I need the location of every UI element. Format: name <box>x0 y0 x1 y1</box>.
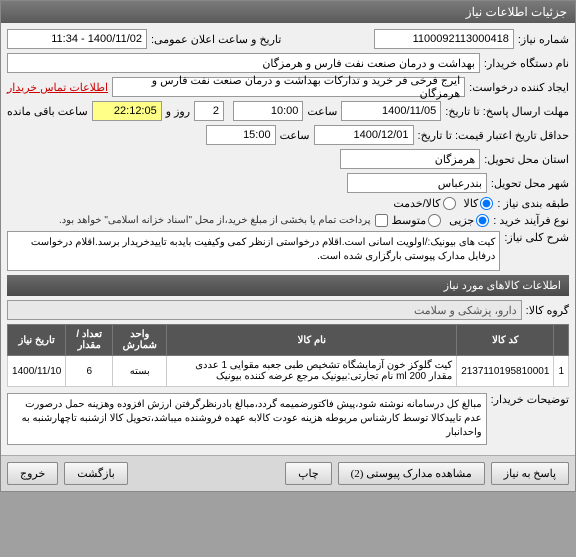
row-buyer-name: نام دستگاه خریدار: بهداشت و درمان صنعت ن… <box>7 53 569 73</box>
validity-date-field: 1400/12/01 <box>314 125 414 145</box>
exit-button[interactable]: خروج <box>7 462 58 485</box>
goods-section-header: اطلاعات کالاهای مورد نیاز <box>7 275 569 296</box>
window-titlebar: جزئیات اطلاعات نیاز <box>1 1 575 23</box>
send-time-field: 10:00 <box>233 101 303 121</box>
radio-goods-input[interactable] <box>480 197 493 210</box>
th-unit: واحد شمارش <box>113 325 167 356</box>
buyer-contact-link[interactable]: اطلاعات تماس خریدار <box>7 81 108 94</box>
days-field: 2 <box>194 101 224 121</box>
row-request-creator: ایجاد کننده درخواست: ایرج فرخی فر خرید و… <box>7 77 569 97</box>
row-goods-group: گروه کالا: دارو، پزشکی و سلامت <box>7 300 569 320</box>
payment-note-row: پرداخت تمام یا بخشی از مبلغ خرید،از محل … <box>59 214 388 227</box>
row-city: شهر محل تحویل: بندرعباس <box>7 173 569 193</box>
cell-date: 1400/11/10 <box>8 356 66 387</box>
th-idx <box>554 325 569 356</box>
radio-goods[interactable]: کالا <box>464 197 494 210</box>
details-window: جزئیات اطلاعات نیاز شماره نیاز: 11000921… <box>0 0 576 492</box>
row-classification: طبقه بندی نیاز : کالا کالا/خدمت <box>7 197 569 210</box>
key-text: کیت های بیونیک:/اولویت اسانی است.اقلام د… <box>7 231 500 271</box>
need-no-field: 1100092113000418 <box>374 29 514 49</box>
public-time-label: تاریخ و ساعت اعلان عمومی: <box>151 33 281 46</box>
day-label: روز و <box>166 105 190 118</box>
city-label: شهر محل تحویل: <box>491 177 569 190</box>
group-field: دارو، پزشکی و سلامت <box>7 300 522 320</box>
goods-table: کد کالا نام کالا واحد شمارش تعداد / مقدا… <box>7 324 569 387</box>
row-send-deadline: مهلت ارسال پاسخ: تا تاریخ: 1400/11/05 سا… <box>7 101 569 121</box>
buyer-notes-text: مبالغ کل درسامانه نوشته شود،پیش فاکتورضم… <box>7 393 487 445</box>
request-creator-field: ایرج فرخی فر خرید و تدارکات بهداشت و درم… <box>112 77 465 97</box>
radio-partial[interactable]: جزیی <box>449 214 489 227</box>
buyer-name-field: بهداشت و درمان صنعت نفت فارس و هرمزگان <box>7 53 480 73</box>
buy-type-label: نوع فرآیند خرید : <box>493 214 569 227</box>
province-label: استان محل تحویل: <box>484 153 569 166</box>
remaining-time-field: 22:12:05 <box>92 101 162 121</box>
buy-type-radio-group: جزیی متوسط <box>392 214 490 227</box>
class-radio-group: کالا کالا/خدمت <box>393 197 493 210</box>
payment-checkbox[interactable] <box>375 214 388 227</box>
print-button[interactable]: چاپ <box>285 462 332 485</box>
radio-service[interactable]: کالا/خدمت <box>393 197 455 210</box>
button-bar: پاسخ به نیاز مشاهده مدارک پیوستی (2) چاپ… <box>1 455 575 491</box>
time-label-2: ساعت <box>280 129 310 142</box>
radio-partial-label: جزیی <box>449 214 474 227</box>
radio-service-input[interactable] <box>443 197 456 210</box>
radio-partial-input[interactable] <box>476 214 489 227</box>
validity-time-field: 15:00 <box>206 125 276 145</box>
row-validity: حداقل تاریخ اعتبار قیمت: تا تاریخ: 1400/… <box>7 125 569 145</box>
group-label: گروه کالا: <box>526 304 569 317</box>
row-need-no: شماره نیاز: 1100092113000418 تاریخ و ساع… <box>7 29 569 49</box>
row-province: استان محل تحویل: هرمزگان <box>7 149 569 169</box>
request-creator-label: ایجاد کننده درخواست: <box>469 81 569 94</box>
class-label: طبقه بندی نیاز : <box>497 197 569 210</box>
content-area: شماره نیاز: 1100092113000418 تاریخ و ساع… <box>1 23 575 455</box>
radio-service-label: کالا/خدمت <box>393 197 440 210</box>
cell-unit: بسته <box>113 356 167 387</box>
radio-medium-input[interactable] <box>428 214 441 227</box>
row-buyer-notes: توضیحات خریدار: مبالغ کل درسامانه نوشته … <box>7 393 569 445</box>
radio-medium-label: متوسط <box>392 214 427 227</box>
time-label-1: ساعت <box>307 105 337 118</box>
cell-idx: 1 <box>554 356 569 387</box>
send-date-field: 1400/11/05 <box>341 101 441 121</box>
buyer-notes-label: توضیحات خریدار: <box>491 393 569 406</box>
province-field: هرمزگان <box>340 149 480 169</box>
back-button[interactable]: بازگشت <box>64 462 128 485</box>
cell-qty: 6 <box>66 356 113 387</box>
row-key-desc: شرح کلی نیاز: کیت های بیونیک:/اولویت اسا… <box>7 231 569 271</box>
need-no-label: شماره نیاز: <box>518 33 569 46</box>
radio-goods-label: کالا <box>464 197 479 210</box>
public-time-field: 1400/11/02 - 11:34 <box>7 29 147 49</box>
city-field: بندرعباس <box>347 173 487 193</box>
table-header-row: کد کالا نام کالا واحد شمارش تعداد / مقدا… <box>8 325 569 356</box>
validity-label: حداقل تاریخ اعتبار قیمت: تا تاریخ: <box>418 129 569 142</box>
row-buy-type: نوع فرآیند خرید : جزیی متوسط پرداخت تمام… <box>7 214 569 227</box>
respond-button[interactable]: پاسخ به نیاز <box>491 462 569 485</box>
key-label: شرح کلی نیاز: <box>504 231 569 244</box>
table-row[interactable]: 1 2137110195810001 کیت گلوکز خون آزمایشگ… <box>8 356 569 387</box>
window-title: جزئیات اطلاعات نیاز <box>466 5 567 19</box>
th-name: نام کالا <box>167 325 457 356</box>
cell-name: کیت گلوکز خون آزمایشگاه تشخیص طبی جعبه م… <box>167 356 457 387</box>
th-code: کد کالا <box>457 325 554 356</box>
th-qty: تعداد / مقدار <box>66 325 113 356</box>
th-date: تاریخ نیاز <box>8 325 66 356</box>
remaining-label: ساعت باقی مانده <box>7 105 88 118</box>
buyer-name-label: نام دستگاه خریدار: <box>484 57 569 70</box>
cell-code: 2137110195810001 <box>457 356 554 387</box>
send-deadline-label: مهلت ارسال پاسخ: تا تاریخ: <box>445 105 569 118</box>
attachments-button[interactable]: مشاهده مدارک پیوستی (2) <box>338 462 485 485</box>
payment-note: پرداخت تمام یا بخشی از مبلغ خرید،از محل … <box>59 215 371 226</box>
radio-medium[interactable]: متوسط <box>392 214 442 227</box>
